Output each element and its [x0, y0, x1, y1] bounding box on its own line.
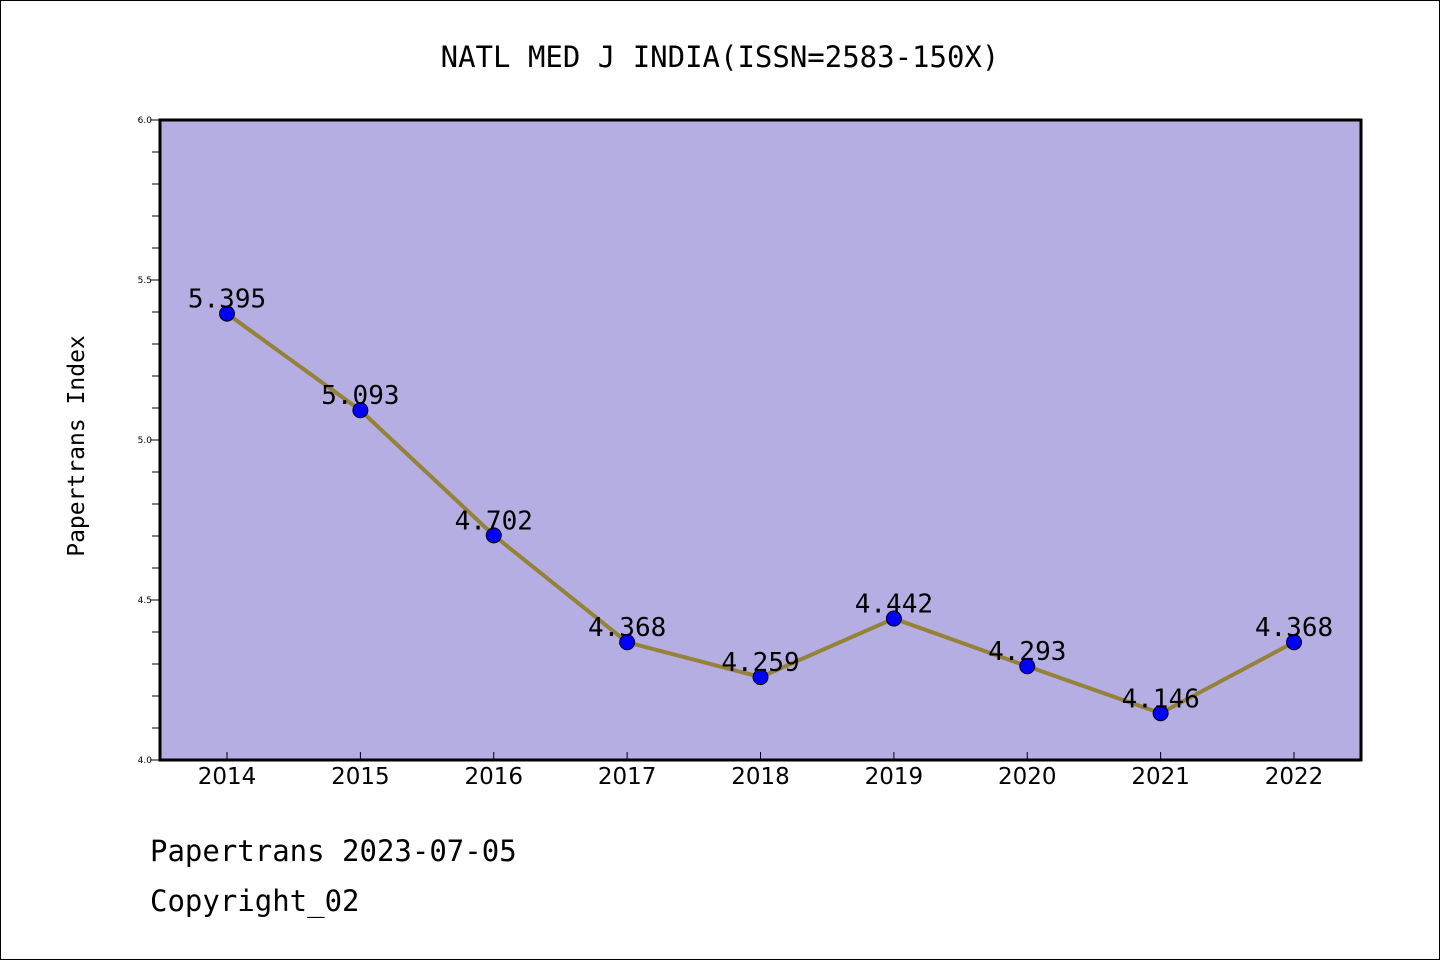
data-label: 4.368: [588, 613, 666, 643]
data-label: 4.442: [855, 590, 933, 620]
plot-area: [160, 120, 1361, 760]
x-tick-label: 2017: [598, 764, 657, 790]
x-tick-label: 2016: [464, 764, 523, 790]
data-point: [1019, 658, 1036, 675]
data-point: [619, 634, 636, 651]
data-point: [1152, 705, 1169, 722]
data-point: [219, 305, 235, 322]
y-tick-label: 4.5: [138, 596, 152, 606]
data-point: [485, 527, 502, 544]
data-labels: 5.395 5.093 4.702 4.368 4.259 4.442 4.293 4.146…: [188, 285, 1333, 715]
y-tick-label: 4.0: [138, 756, 153, 766]
x-tick-label: 2014: [198, 764, 257, 790]
x-tick-label: 2015: [331, 764, 390, 790]
x-tick-label: 2020: [998, 764, 1057, 790]
y-tick-label: 5.5: [138, 276, 152, 286]
data-point: [1286, 634, 1302, 651]
data-label: 4.146: [1121, 684, 1199, 714]
data-label: 5.395: [188, 285, 266, 315]
y-tick-label: 5.0: [138, 436, 153, 446]
data-label: 5.093: [321, 381, 399, 411]
footer-copyright: Copyright_02: [150, 884, 360, 918]
plot-border: [158, 118, 1363, 762]
data-point: [352, 402, 369, 419]
x-tick-label: 2018: [731, 764, 790, 790]
data-point: [885, 610, 902, 627]
data-point: [752, 669, 769, 686]
data-label: 4.293: [988, 637, 1066, 667]
y-tick-label: 6.0: [138, 116, 153, 126]
data-label: 4.259: [721, 648, 799, 678]
x-tick-label: 2019: [865, 764, 924, 790]
data-label: 4.702: [455, 506, 533, 536]
footer-date: Papertrans 2023-07-05: [150, 834, 517, 868]
x-tick-label: 2022: [1265, 764, 1324, 790]
x-tick-label: 2021: [1131, 764, 1190, 790]
y-axis-label: Papertrans Index: [64, 335, 90, 557]
x-axis: 2014 2015 2016 2017 2018 2019 2020 2021 2022: [198, 752, 1324, 790]
y-axis: 4.0 4.5 5.0 5.5 6.0: [138, 116, 160, 766]
chart-title: NATL MED J INDIA(ISSN=2583-150X): [441, 40, 1000, 74]
data-label: 4.368: [1255, 613, 1333, 643]
data-markers: [219, 305, 1302, 722]
